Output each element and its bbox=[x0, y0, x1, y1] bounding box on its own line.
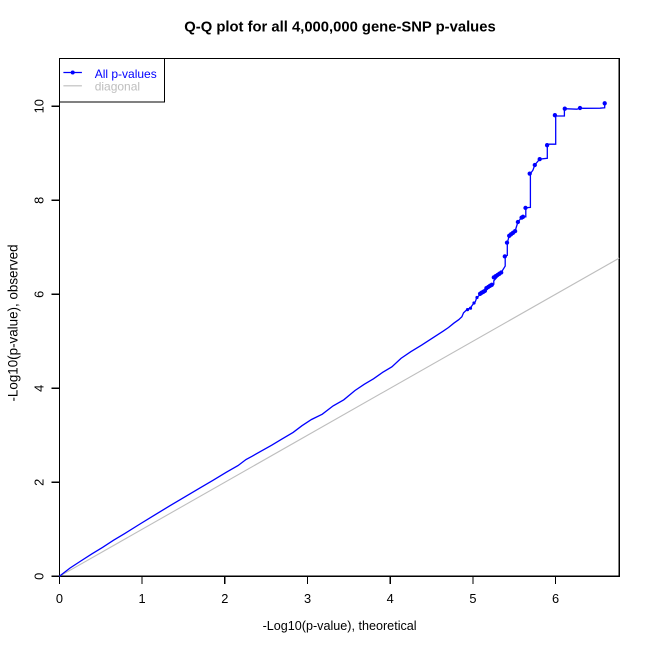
svg-text:0: 0 bbox=[56, 591, 63, 606]
svg-text:All p-values: All p-values bbox=[95, 67, 157, 81]
svg-text:0: 0 bbox=[32, 573, 47, 580]
svg-text:3: 3 bbox=[304, 591, 311, 606]
svg-text:10: 10 bbox=[32, 99, 47, 113]
svg-text:-Log10(p-value), theoretical: -Log10(p-value), theoretical bbox=[263, 619, 417, 633]
svg-text:2: 2 bbox=[32, 479, 47, 486]
svg-text:4: 4 bbox=[387, 591, 394, 606]
svg-text:8: 8 bbox=[32, 197, 47, 204]
svg-text:diagonal: diagonal bbox=[95, 80, 140, 94]
svg-text:4: 4 bbox=[32, 385, 47, 392]
svg-text:-Log10(p-value), observed: -Log10(p-value), observed bbox=[6, 244, 21, 401]
svg-text:6: 6 bbox=[32, 291, 47, 298]
svg-text:Q-Q plot for all 4,000,000 gen: Q-Q plot for all 4,000,000 gene-SNP p-va… bbox=[184, 20, 495, 36]
svg-text:5: 5 bbox=[469, 591, 476, 606]
svg-text:6: 6 bbox=[552, 591, 559, 606]
svg-text:2: 2 bbox=[221, 591, 228, 606]
svg-text:1: 1 bbox=[139, 591, 146, 606]
